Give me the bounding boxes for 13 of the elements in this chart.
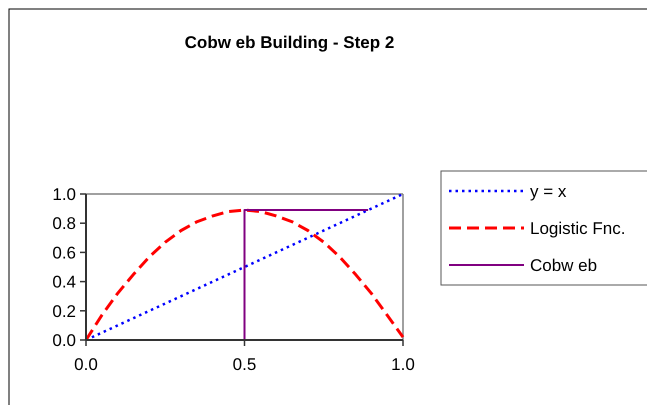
- legend-label: Cobw eb: [530, 256, 598, 275]
- legend-label: y = x: [530, 182, 567, 201]
- y-tick-label: 0.0: [52, 330, 76, 350]
- y-tick-label: 1.0: [52, 184, 76, 204]
- chart-title: Cobw eb Building - Step 2: [184, 33, 394, 52]
- x-tick-label: 1.0: [391, 355, 415, 374]
- y-tick-label: 0.8: [52, 214, 76, 234]
- x-tick-label: 0.0: [74, 355, 98, 374]
- y-tick-label: 0.6: [52, 243, 76, 262]
- legend-label: Logistic Fnc.: [530, 218, 626, 238]
- y-tick-label: 0.4: [52, 272, 76, 292]
- y-tick-label: 0.2: [52, 302, 76, 321]
- x-tick-label: 0.5: [232, 355, 256, 374]
